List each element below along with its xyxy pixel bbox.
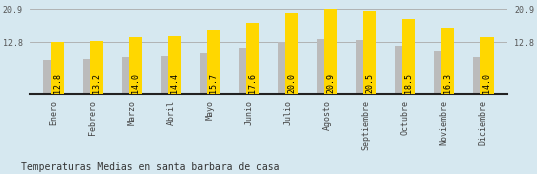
Text: 15.7: 15.7: [209, 73, 218, 93]
Bar: [90, 41, 103, 94]
Text: 14.0: 14.0: [131, 73, 140, 93]
Text: 13.2: 13.2: [92, 73, 101, 93]
Text: 14.0: 14.0: [482, 73, 491, 93]
Bar: [317, 39, 330, 94]
Text: 12.8: 12.8: [53, 73, 62, 93]
Bar: [50, 42, 64, 94]
Bar: [285, 13, 299, 94]
Bar: [83, 59, 96, 94]
Text: 14.4: 14.4: [170, 73, 179, 93]
Bar: [278, 42, 292, 94]
Text: 20.5: 20.5: [365, 73, 374, 93]
Bar: [121, 57, 135, 94]
Text: 16.3: 16.3: [443, 73, 452, 93]
Bar: [402, 19, 416, 94]
Bar: [355, 41, 369, 94]
Text: 20.9: 20.9: [326, 73, 335, 93]
Bar: [128, 37, 142, 94]
Text: Temperaturas Medias en santa barbara de casa: Temperaturas Medias en santa barbara de …: [21, 162, 280, 172]
Bar: [473, 57, 487, 94]
Bar: [238, 48, 252, 94]
Bar: [200, 53, 213, 94]
Bar: [245, 23, 259, 94]
Bar: [43, 60, 57, 94]
Bar: [395, 46, 409, 94]
Text: 20.0: 20.0: [287, 73, 296, 93]
Bar: [168, 36, 182, 94]
Text: 17.6: 17.6: [248, 73, 257, 93]
Text: 18.5: 18.5: [404, 73, 413, 93]
Bar: [324, 9, 337, 94]
Bar: [441, 28, 454, 94]
Bar: [480, 37, 494, 94]
Bar: [207, 30, 220, 94]
Bar: [363, 11, 376, 94]
Bar: [161, 56, 174, 94]
Bar: [434, 51, 447, 94]
